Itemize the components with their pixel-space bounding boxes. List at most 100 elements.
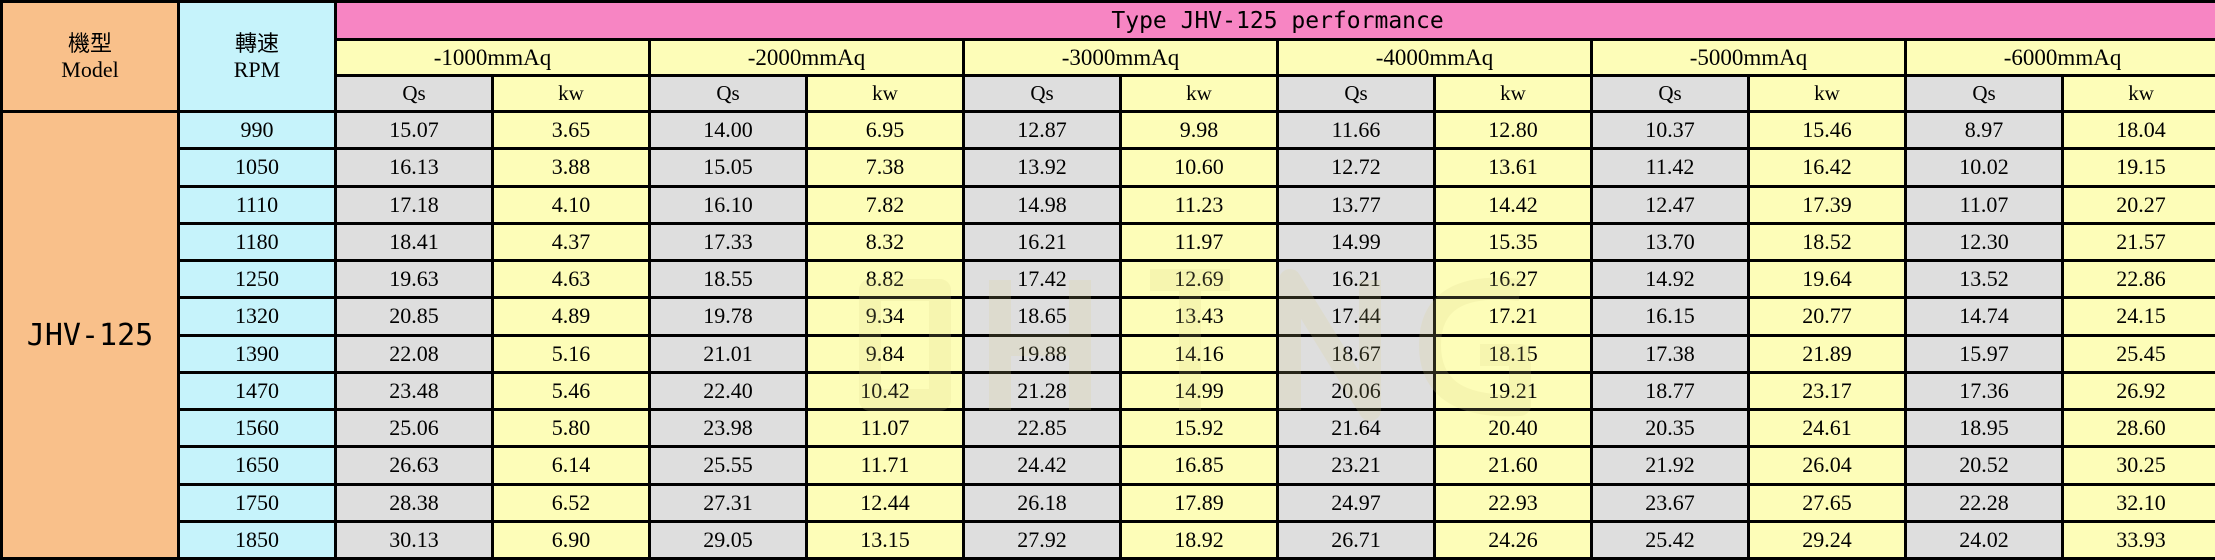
qs-value-cell: 20.85 <box>334 296 494 337</box>
table-row: 1050 16.13 3.88 15.05 7.38 13.92 10.60 12.72 13.… <box>2 147 2215 188</box>
qs-value-cell: 10.37 <box>1590 109 1750 151</box>
kw-value-cell: 18.92 <box>1119 519 1279 560</box>
qs-value-cell: 20.06 <box>1276 370 1436 412</box>
qs-value-cell: 22.08 <box>334 333 494 374</box>
kw-value-cell: 23.17 <box>1747 370 1907 412</box>
kw-value-cell: 19.21 <box>1433 370 1593 412</box>
qs-value-cell: 13.70 <box>1590 221 1750 263</box>
kw-value-cell: 12.69 <box>1119 258 1279 300</box>
qs-value-cell: 19.78 <box>648 296 808 337</box>
kw-value-cell: 14.16 <box>1119 333 1279 374</box>
kw-value-cell: 10.60 <box>1119 147 1279 188</box>
kw-unit-header: kw <box>491 74 651 113</box>
qs-value-cell: 17.44 <box>1276 296 1436 337</box>
qs-value-cell: 19.88 <box>962 333 1122 374</box>
qs-value-cell: 23.48 <box>334 370 494 412</box>
kw-value-cell: 26.92 <box>2060 370 2215 412</box>
kw-value-cell: 11.97 <box>1119 221 1279 263</box>
kw-value-cell: 21.89 <box>1747 333 1907 374</box>
qs-value-cell: 13.77 <box>1276 184 1436 225</box>
pressure-header: -4000mmAq <box>1276 38 1593 77</box>
qs-value-cell: 26.71 <box>1276 519 1436 560</box>
kw-value-cell: 16.85 <box>1119 445 1279 486</box>
qs-value-cell: 14.00 <box>648 109 808 151</box>
qs-value-cell: 15.05 <box>648 147 808 188</box>
table-row: 1180 18.41 4.37 17.33 8.32 16.21 11.97 14.99 15.… <box>2 221 2215 263</box>
qs-value-cell: 17.38 <box>1590 333 1750 374</box>
qs-value-cell: 18.67 <box>1276 333 1436 374</box>
qs-value-cell: 12.72 <box>1276 147 1436 188</box>
table-body: JHV-125 990 15.07 3.65 14.00 6.95 12.87 9.98 11.… <box>0 109 2215 560</box>
rpm-cell: 1650 <box>177 445 337 486</box>
table-row: 1110 17.18 4.10 16.10 7.82 14.98 11.23 13.77 14.… <box>2 184 2215 225</box>
kw-value-cell: 5.80 <box>491 407 651 449</box>
qs-unit-header: Qs <box>1904 74 2064 113</box>
qs-value-cell: 29.05 <box>648 519 808 560</box>
kw-value-cell: 27.65 <box>1747 482 1907 523</box>
kw-value-cell: 12.80 <box>1433 109 1593 151</box>
qs-value-cell: 22.85 <box>962 407 1122 449</box>
kw-value-cell: 6.52 <box>491 482 651 523</box>
qs-value-cell: 30.13 <box>334 519 494 560</box>
qs-value-cell: 15.07 <box>334 109 494 151</box>
kw-value-cell: 6.90 <box>491 519 651 560</box>
kw-unit-header: kw <box>1119 74 1279 113</box>
header-row-pressures: -1000mmAq -2000mmAq -3000mmAq -4000mmAq -500… <box>2 38 2215 77</box>
qs-unit-header: Qs <box>648 74 808 113</box>
kw-value-cell: 22.93 <box>1433 482 1593 523</box>
kw-value-cell: 6.14 <box>491 445 651 486</box>
model-header-zh: 機型 <box>67 30 112 56</box>
kw-value-cell: 11.07 <box>805 407 965 449</box>
table-row: JHV-125 990 15.07 3.65 14.00 6.95 12.87 9.98 11.… <box>0 109 2215 560</box>
qs-value-cell: 20.35 <box>1590 407 1750 449</box>
kw-value-cell: 13.43 <box>1119 296 1279 337</box>
kw-value-cell: 28.60 <box>2060 407 2215 449</box>
qs-value-cell: 18.95 <box>1904 407 2064 449</box>
kw-value-cell: 10.42 <box>805 370 965 412</box>
kw-value-cell: 32.10 <box>2060 482 2215 523</box>
rpm-cell: 1470 <box>177 370 337 412</box>
kw-value-cell: 7.82 <box>805 184 965 225</box>
kw-value-cell: 15.92 <box>1119 407 1279 449</box>
qs-value-cell: 22.28 <box>1904 482 2064 523</box>
table-header: 機型 Model 轉速 RPM Type JHV-125 performance… <box>0 0 2215 113</box>
qs-value-cell: 28.38 <box>334 482 494 523</box>
qs-unit-header: Qs <box>1590 74 1750 113</box>
kw-value-cell: 30.25 <box>2060 445 2215 486</box>
kw-value-cell: 21.57 <box>2060 221 2215 263</box>
qs-value-cell: 21.64 <box>1276 407 1436 449</box>
rpm-column-header: 轉速 RPM <box>177 0 337 113</box>
table-row: 1650 26.63 6.14 25.55 11.71 24.42 16.85 23.21 21… <box>2 445 2215 486</box>
qs-value-cell: 12.87 <box>962 109 1122 151</box>
qs-value-cell: 27.92 <box>962 519 1122 560</box>
qs-value-cell: 17.36 <box>1904 370 2064 412</box>
rpm-cell: 1390 <box>177 333 337 374</box>
kw-value-cell: 33.93 <box>2060 519 2215 560</box>
kw-value-cell: 15.46 <box>1747 109 1907 151</box>
qs-value-cell: 11.42 <box>1590 147 1750 188</box>
kw-value-cell: 24.15 <box>2060 296 2215 337</box>
kw-value-cell: 16.27 <box>1433 258 1593 300</box>
kw-value-cell: 24.61 <box>1747 407 1907 449</box>
qs-value-cell: 24.42 <box>962 445 1122 486</box>
table-row: 1390 22.08 5.16 21.01 9.84 19.88 14.16 18.67 18.… <box>2 333 2215 374</box>
qs-unit-header: Qs <box>334 74 494 113</box>
kw-value-cell: 8.32 <box>805 221 965 263</box>
kw-value-cell: 13.61 <box>1433 147 1593 188</box>
qs-value-cell: 18.55 <box>648 258 808 300</box>
qs-value-cell: 12.47 <box>1590 184 1750 225</box>
qs-value-cell: 17.33 <box>648 221 808 263</box>
qs-value-cell: 13.92 <box>962 147 1122 188</box>
model-column-header: 機型 Model <box>0 0 180 113</box>
kw-value-cell: 21.60 <box>1433 445 1593 486</box>
rpm-cell: 1180 <box>177 221 337 263</box>
kw-unit-header: kw <box>1747 74 1907 113</box>
rpm-cell: 1320 <box>177 296 337 337</box>
model-cell: JHV-125 <box>0 110 180 560</box>
qs-value-cell: 25.06 <box>334 407 494 449</box>
qs-value-cell: 16.15 <box>1590 296 1750 337</box>
kw-value-cell: 9.98 <box>1119 109 1279 151</box>
qs-value-cell: 14.98 <box>962 184 1122 225</box>
kw-value-cell: 14.42 <box>1433 184 1593 225</box>
